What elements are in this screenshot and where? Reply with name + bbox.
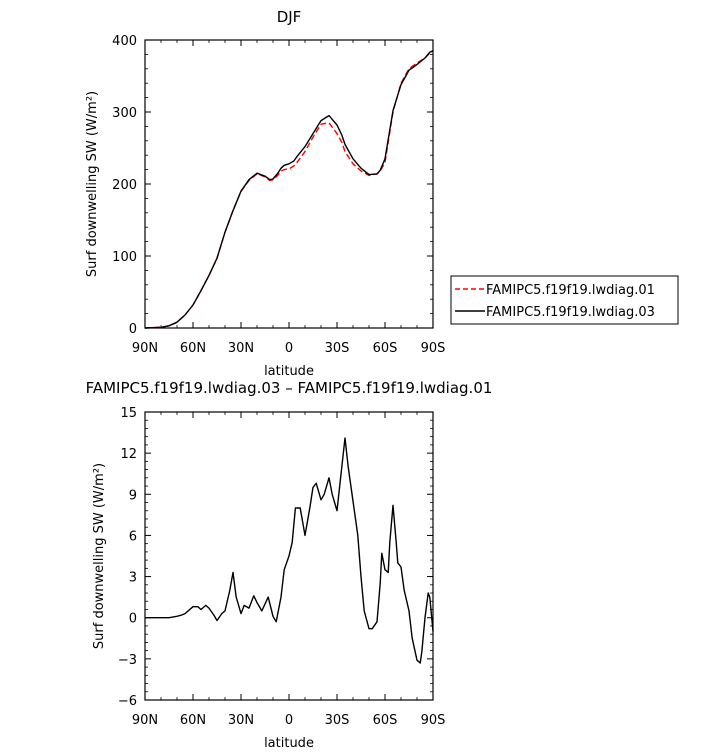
top-y-axis-label: Surf downwelling SW (W/m²) <box>85 91 100 277</box>
y-tick-label: 300 <box>112 106 137 121</box>
top-series-line-1 <box>144 50 434 329</box>
x-tick-label: 60S <box>373 713 398 728</box>
y-tick-label: 0 <box>129 322 137 337</box>
x-tick-label: 90S <box>421 341 446 356</box>
y-tick-label: 400 <box>112 34 137 49</box>
y-tick-label: 12 <box>120 447 137 462</box>
x-tick-label: 30N <box>228 341 254 356</box>
x-tick-label: 30S <box>325 341 350 356</box>
y-tick-label: 15 <box>120 406 137 421</box>
y-tick-label: 0 <box>129 612 137 627</box>
y-tick-label: −6 <box>118 694 137 709</box>
bottom-panel: FAMIPC5.f19f19.lwdiag.03 – FAMIPC5.f19f1… <box>86 379 493 751</box>
bottom-x-axis-label: latitude <box>264 736 314 751</box>
legend-box <box>450 275 679 325</box>
y-tick-label: 3 <box>129 571 137 586</box>
legend: FAMIPC5.f19f19.lwdiag.01 FAMIPC5.f19f19.… <box>450 275 679 325</box>
x-tick-label: 90N <box>132 341 158 356</box>
x-tick-label: 0 <box>285 713 293 728</box>
legend-label-series-01: FAMIPC5.f19f19.lwdiag.01 <box>486 283 655 298</box>
bottom-plot-frame <box>144 411 434 701</box>
y-tick-label: 100 <box>112 250 137 265</box>
y-tick-label: 200 <box>112 178 137 193</box>
legend-label-series-03: FAMIPC5.f19f19.lwdiag.03 <box>486 305 655 320</box>
x-tick-label: 90N <box>132 713 158 728</box>
top-panel-title: DJF <box>277 8 302 26</box>
top-series-line-0 <box>144 50 434 329</box>
bottom-panel-title: FAMIPC5.f19f19.lwdiag.03 – FAMIPC5.f19f1… <box>86 379 493 397</box>
x-tick-label: 90S <box>421 713 446 728</box>
x-tick-label: 60N <box>180 341 206 356</box>
y-tick-label: 9 <box>129 488 137 503</box>
bottom-series-line-0 <box>145 437 434 664</box>
y-tick-label: −3 <box>118 653 137 668</box>
x-tick-label: 60N <box>180 713 206 728</box>
x-tick-label: 30S <box>325 713 350 728</box>
x-tick-label: 0 <box>285 341 293 356</box>
x-tick-label: 60S <box>373 341 398 356</box>
top-x-axis-label: latitude <box>264 364 314 379</box>
top-plot-frame <box>144 39 434 329</box>
top-panel: DJF 0 100 200 300 400 90N 60N 30N 0 30S 60S 90S la… <box>85 8 679 379</box>
y-tick-label: 6 <box>129 529 137 544</box>
x-tick-label: 30N <box>228 713 254 728</box>
bottom-y-axis-label: Surf downwelling SW (W/m²) <box>92 463 107 649</box>
